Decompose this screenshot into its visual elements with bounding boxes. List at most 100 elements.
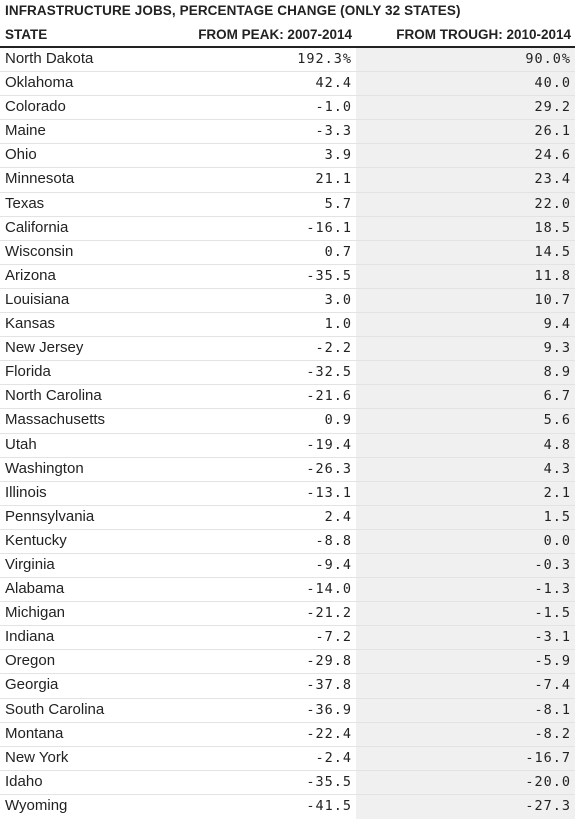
table-row: Illinois -13.1 2.1 [0, 481, 575, 506]
from-trough-cell: 4.8 [543, 436, 571, 453]
from-peak-cell: -26.3 [306, 460, 352, 477]
trough-column-shading [356, 505, 575, 529]
state-cell: Wyoming [5, 796, 68, 814]
from-trough-cell: -1.3 [534, 581, 571, 598]
table-row: Wyoming -41.5 -27.3 [0, 794, 575, 819]
from-trough-cell: -20.0 [525, 773, 571, 790]
table-row: Louisiana 3.0 10.7 [0, 288, 575, 314]
state-cell: Alabama [5, 580, 65, 598]
trough-column-shading [356, 72, 575, 96]
from-trough-cell: 29.2 [534, 99, 571, 116]
from-trough-cell: -16.7 [525, 749, 571, 766]
from-trough-cell: 23.4 [534, 171, 571, 188]
trough-column-shading [356, 674, 575, 698]
from-trough-cell: 0.0 [543, 532, 571, 549]
table-row: Alabama -14.0 -1.3 [0, 578, 575, 603]
state-cell: Oregon [5, 652, 56, 670]
from-peak-cell: -22.4 [306, 725, 352, 742]
from-trough-cell: 4.3 [543, 460, 571, 477]
from-peak-cell: -9.4 [315, 556, 352, 573]
state-cell: Pennsylvania [5, 507, 95, 525]
from-trough-cell: 24.6 [534, 147, 571, 164]
state-cell: Florida [5, 363, 51, 381]
state-cell: California [5, 218, 69, 236]
trough-column-shading [356, 120, 575, 144]
from-trough-cell: 5.6 [543, 412, 571, 429]
table-row: Colorado -1.0 29.2 [0, 96, 575, 121]
state-cell: Louisiana [5, 290, 70, 308]
state-cell: Arizona [5, 266, 56, 284]
table-row: Kentucky -8.8 0.0 [0, 529, 575, 554]
trough-column-shading [356, 746, 575, 770]
table-row: Oregon -29.8 -5.9 [0, 650, 575, 675]
state-cell: Idaho [5, 772, 43, 790]
state-cell: North Carolina [5, 387, 102, 405]
from-trough-cell: 40.0 [534, 75, 571, 92]
table-title: INFRASTRUCTURE JOBS, PERCENTAGE CHANGE (… [5, 3, 461, 18]
from-peak-cell: -14.0 [306, 581, 352, 598]
from-trough-cell: -3.1 [534, 629, 571, 646]
state-cell: Illinois [5, 483, 47, 501]
from-trough-cell: 22.0 [534, 195, 571, 212]
trough-column-shading [356, 313, 575, 337]
from-peak-cell: -35.5 [306, 267, 352, 284]
table-row: Kansas 1.0 9.4 [0, 313, 575, 338]
trough-column-shading [356, 168, 575, 192]
table-row: California -16.1 18.5 [0, 216, 575, 241]
table-row: Massachusetts 0.9 5.6 [0, 409, 575, 434]
table-row: New Jersey -2.2 9.3 [0, 337, 575, 362]
table-body: North Dakota 192.3% 90.0% Oklahoma 42.4 40.0 C… [0, 48, 575, 819]
from-trough-cell: 14.5 [534, 243, 571, 260]
trough-column-shading [356, 385, 575, 409]
state-cell: New York [5, 748, 69, 766]
table-row: Wisconsin 0.7 14.5 [0, 240, 575, 265]
from-trough-cell: 6.7 [543, 388, 571, 405]
table-row: Texas 5.7 22.0 [0, 192, 575, 217]
from-peak-cell: -3.3 [315, 123, 352, 140]
trough-column-shading [356, 457, 575, 481]
table-row: Florida -32.5 8.9 [0, 361, 575, 386]
table-row: Virginia -9.4 -0.3 [0, 553, 575, 579]
trough-column-shading [356, 626, 575, 650]
state-cell: North Dakota [5, 50, 94, 67]
table-row: Utah -19.4 4.8 [0, 433, 575, 458]
from-peak-cell: -1.0 [315, 99, 352, 116]
from-peak-cell: -37.8 [306, 677, 352, 694]
trough-column-shading [356, 192, 575, 216]
from-trough-cell: 2.1 [543, 484, 571, 501]
table-row: North Dakota 192.3% 90.0% [0, 48, 575, 73]
trough-column-shading [356, 433, 575, 457]
from-peak-cell: -29.8 [306, 653, 352, 670]
trough-column-shading [356, 578, 575, 602]
table-row: New York -2.4 -16.7 [0, 746, 575, 771]
table-row: Idaho -35.5 -20.0 [0, 770, 575, 795]
from-trough-cell: 9.4 [543, 316, 571, 333]
from-peak-cell: -8.8 [315, 532, 352, 549]
column-header-from-peak: FROM PEAK: 2007-2014 [198, 27, 352, 42]
trough-column-shading [356, 264, 575, 288]
trough-column-shading [356, 481, 575, 505]
from-trough-cell: -1.5 [534, 605, 571, 622]
state-cell: Kansas [5, 315, 56, 333]
table-row: Minnesota 21.1 23.4 [0, 168, 575, 193]
trough-column-shading [356, 794, 575, 819]
state-cell: Kentucky [5, 531, 67, 549]
trough-column-shading [356, 529, 575, 553]
table-row: Georgia -37.8 -7.4 [0, 674, 575, 699]
trough-column-shading [356, 650, 575, 674]
from-peak-cell: 0.9 [324, 412, 352, 429]
trough-column-shading [356, 48, 575, 72]
state-cell: Minnesota [5, 170, 75, 188]
column-header-from-trough: FROM TROUGH: 2010-2014 [396, 27, 571, 42]
trough-column-shading [356, 144, 575, 168]
state-cell: Massachusetts [5, 411, 106, 429]
from-peak-cell: 1.0 [324, 316, 352, 333]
table-row: Montana -22.4 -8.2 [0, 722, 575, 747]
state-cell: New Jersey [5, 339, 84, 357]
from-peak-cell: 0.7 [324, 243, 352, 260]
from-trough-cell: 90.0% [525, 51, 571, 67]
state-cell: Texas [5, 194, 45, 212]
trough-column-shading [356, 288, 575, 313]
state-cell: Georgia [5, 676, 59, 694]
from-peak-cell: 2.4 [324, 508, 352, 525]
